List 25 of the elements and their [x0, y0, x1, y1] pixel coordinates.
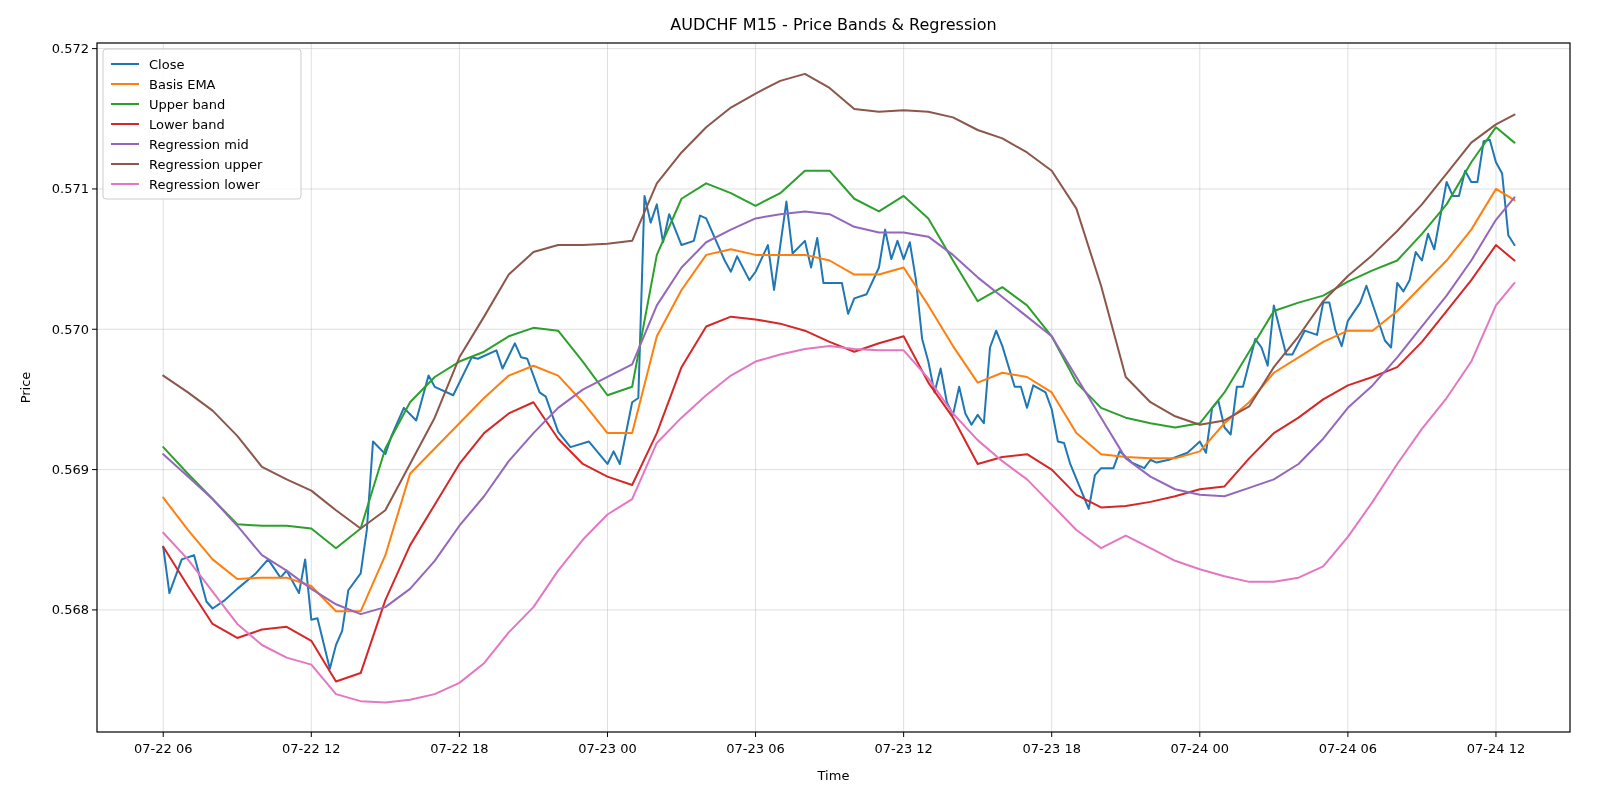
y-tick-label: 0.571 [51, 181, 89, 197]
x-tick-label: 07-24 12 [1466, 741, 1526, 756]
x-tick-label: 07-22 06 [134, 741, 193, 756]
legend-label: Regression upper [149, 157, 263, 172]
x-tick-label: 07-23 00 [578, 741, 637, 756]
x-tick-label: 07-24 00 [1170, 741, 1230, 756]
x-tick-label: 07-23 18 [1022, 741, 1081, 756]
y-tick-label: 0.568 [51, 602, 89, 618]
y-tick-label: 0.570 [51, 321, 89, 337]
x-tick-label: 07-22 18 [430, 741, 489, 756]
x-tick-label: 07-23 06 [726, 741, 785, 756]
chart-title: AUDCHF M15 - Price Bands & Regression [670, 15, 997, 34]
y-tick-label: 0.572 [51, 41, 89, 57]
legend-label: Regression lower [149, 177, 261, 192]
legend-label: Close [149, 57, 185, 72]
y-axis-title: Price [18, 371, 33, 404]
y-tick-label: 0.569 [51, 462, 89, 478]
x-axis-title: Time [816, 768, 850, 783]
legend-label: Upper band [149, 97, 226, 112]
legend-label: Lower band [149, 117, 225, 132]
x-tick-label: 07-22 12 [282, 741, 341, 756]
legend-label: Basis EMA [149, 77, 216, 92]
x-tick-label: 07-24 06 [1318, 741, 1378, 756]
legend-label: Regression mid [149, 137, 249, 152]
x-tick-label: 07-23 12 [874, 741, 933, 756]
